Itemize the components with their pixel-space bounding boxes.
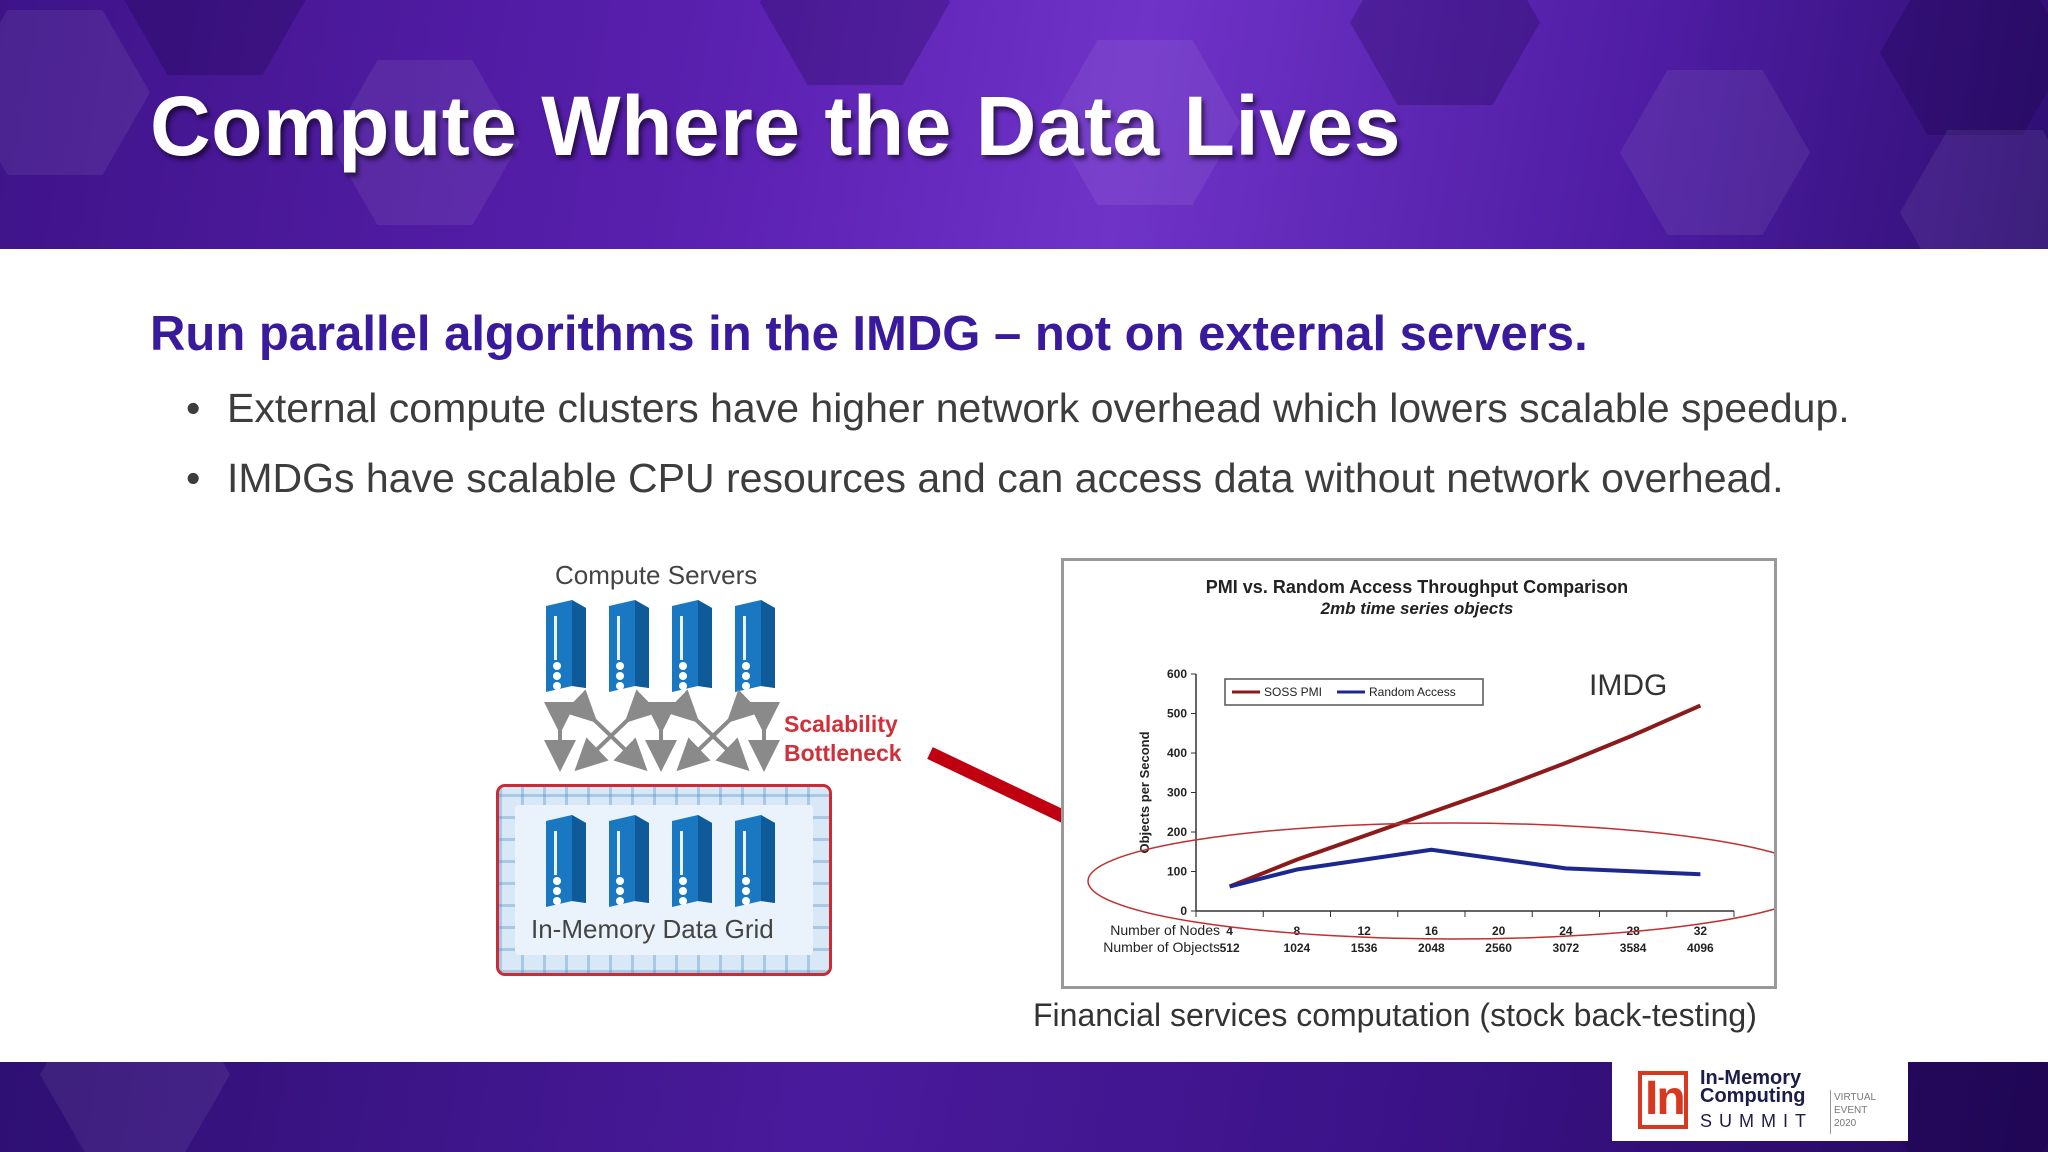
y-tick-label: 0 — [1180, 904, 1187, 918]
server-icon — [672, 600, 712, 692]
x-object-label: 1024 — [1284, 941, 1311, 955]
y-tick-label: 500 — [1167, 707, 1187, 721]
logo-line3: SUMMIT — [1700, 1111, 1813, 1131]
x-object-label: 2048 — [1418, 941, 1445, 955]
bullet-text: External compute clusters have higher ne… — [227, 385, 1850, 431]
x-object-label: 3072 — [1553, 941, 1580, 955]
compute-servers — [546, 600, 775, 692]
logo-divider — [1830, 1090, 1831, 1134]
x-row-label: Number of Nodes — [1110, 922, 1220, 938]
y-tick-label: 100 — [1167, 865, 1187, 879]
bullet-marker: • — [186, 455, 201, 501]
bottleneck-line: Bottleneck — [784, 740, 902, 766]
x-node-label: 8 — [1294, 924, 1301, 938]
slide-subtitle: Run parallel algorithms in the IMDG – no… — [150, 307, 1588, 361]
server-icon — [609, 600, 649, 692]
logo-mark: In — [1638, 1071, 1688, 1129]
compute-servers-label: Compute Servers — [555, 560, 758, 590]
cross-arrow-icon — [574, 689, 659, 772]
cross-arrow-icon — [676, 689, 761, 772]
x-object-label: 512 — [1220, 941, 1240, 955]
chart-subtitle: 2mb time series objects — [1320, 599, 1514, 618]
y-axis-label: Objects per Second — [1137, 731, 1152, 853]
legend-label: Random Access — [1369, 685, 1456, 699]
x-node-label: 4 — [1226, 924, 1233, 938]
y-tick-label: 200 — [1167, 825, 1187, 839]
logo-side-text: VIRTUAL — [1834, 1092, 1877, 1103]
chart-canvas: PMI vs. Random Access Throughput Compari… — [1087, 577, 1821, 955]
x-node-label: 16 — [1425, 924, 1439, 938]
logo-line2: Computing — [1700, 1085, 1806, 1107]
bottleneck-line: Scalability — [784, 711, 898, 737]
x-object-label: 4096 — [1687, 941, 1714, 955]
x-object-label: 2560 — [1485, 941, 1512, 955]
logo-side-text: 2020 — [1834, 1118, 1857, 1129]
network-arrows — [544, 689, 780, 772]
legend-label: SOSS PMI — [1264, 685, 1322, 699]
imdg-label: In-Memory Data Grid — [531, 914, 774, 944]
x-node-label: 32 — [1694, 924, 1708, 938]
bullet-text: IMDGs have scalable CPU resources and ca… — [227, 455, 1784, 501]
chart-caption: Financial services computation (stock ba… — [1033, 997, 1757, 1033]
slide-title: Compute Where the Data Lives — [150, 79, 1401, 173]
bullet-marker: • — [186, 385, 201, 431]
scalability-bottleneck-label: Scalability Bottleneck — [784, 710, 902, 768]
y-tick-label: 600 — [1167, 667, 1187, 681]
y-tick-label: 400 — [1167, 746, 1187, 760]
x-object-label: 1536 — [1351, 941, 1378, 955]
y-tick-label: 300 — [1167, 786, 1187, 800]
highlight-ellipse — [1087, 822, 1821, 940]
x-node-label: 12 — [1357, 924, 1371, 938]
throughput-chart: PMI vs. Random Access Throughput Compari… — [1061, 558, 1821, 989]
bullet-item: • IMDGs have scalable CPU resources and c… — [186, 450, 1850, 520]
series-line — [1228, 703, 1702, 889]
title-banner: Compute Where the Data Lives — [0, 0, 2048, 249]
imdg-annotation: IMDG — [1589, 669, 1667, 702]
x-node-label: 24 — [1559, 924, 1573, 938]
logo-side-text: EVENT — [1834, 1105, 1868, 1116]
server-icon — [546, 600, 586, 692]
chart-title: PMI vs. Random Access Throughput Compari… — [1206, 577, 1628, 597]
imdg-box — [496, 784, 832, 976]
x-object-label: 3584 — [1620, 941, 1647, 955]
x-row-label: Number of Objects — [1103, 939, 1220, 955]
logo-line1: In-Memory — [1700, 1067, 1802, 1089]
bullet-list: • External compute clusters have higher n… — [186, 380, 1850, 520]
series-line — [1229, 847, 1701, 889]
server-icon — [735, 600, 775, 692]
x-node-label: 20 — [1492, 924, 1506, 938]
summit-logo: In In-Memory Computing SUMMIT VIRTUAL EV… — [1612, 1062, 1908, 1141]
bullet-item: • External compute clusters have higher n… — [186, 380, 1850, 450]
